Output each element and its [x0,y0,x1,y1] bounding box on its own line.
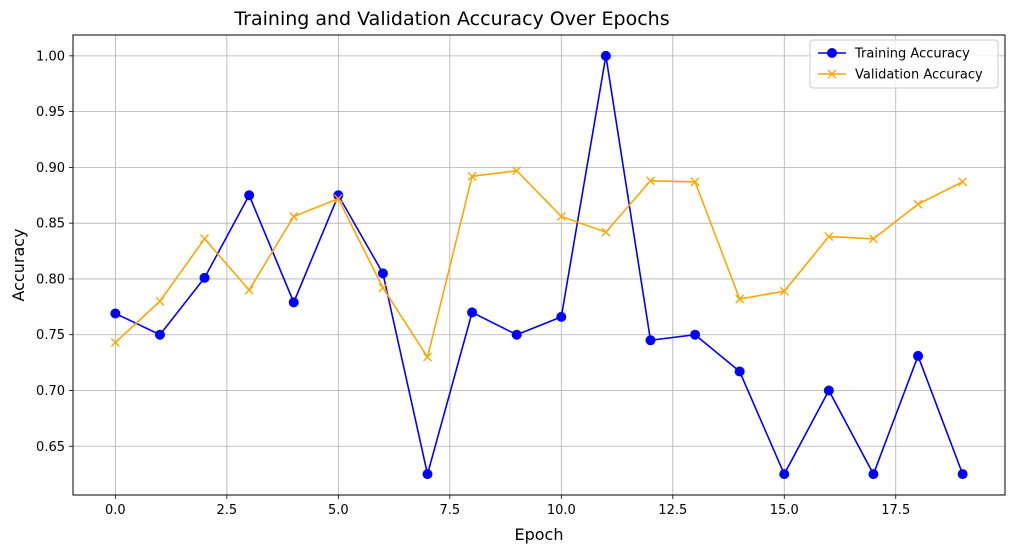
series-line [114,169,963,360]
data-point [779,286,789,296]
y-tick-label: 1.00 [36,49,65,64]
y-axis-ticks: 0.65 0.70 0.75 0.80 0.85 0.90 0.95 1.00 [36,49,73,455]
x-tick-label: 5.0 [328,503,349,518]
legend-marker [827,69,837,79]
data-point [600,50,611,61]
x-axis-ticks: 0.0 2.5 5.0 7.5 10.0 12.5 15.0 17.5 [105,495,910,518]
data-point [423,352,433,362]
data-point [645,335,656,346]
data-point [690,177,700,187]
series-layer [110,50,968,480]
data-point [244,285,254,295]
x-axis-label: Epoch [515,525,564,544]
data-point [512,166,522,176]
data-point [422,469,433,480]
y-tick-label: 0.75 [36,328,65,343]
data-point [467,171,477,181]
data-point [511,329,522,340]
grid [73,35,1005,495]
data-point [824,232,834,242]
data-point [154,329,165,340]
data-point [913,350,924,361]
data-point [467,307,478,318]
y-tick-label: 0.95 [36,105,65,120]
data-point [823,385,834,396]
data-point [734,366,745,377]
data-point [333,194,343,204]
data-point [601,227,611,237]
data-point [913,199,923,209]
data-point [200,234,210,244]
chart-title: Training and Validation Accuracy Over Ep… [233,8,669,30]
series-line [115,55,964,477]
data-point [244,190,255,201]
data-point [110,308,121,319]
plot-frame [72,34,1006,496]
x-tick-label: 10.0 [547,503,576,518]
data-point [958,177,968,187]
x-tick-label: 12.5 [658,503,687,518]
data-point [735,294,745,304]
data-point [868,469,879,480]
data-point [868,234,878,244]
data-point [779,469,790,480]
data-point [645,176,655,186]
x-tick-label: 7.5 [439,503,460,518]
legend-marker [827,48,837,58]
y-tick-label: 0.90 [36,161,65,176]
data-point [199,272,210,283]
data-point [110,338,120,348]
y-axis-label: Accuracy [9,228,28,301]
data-point [690,329,701,340]
y-tick-label: 0.80 [36,272,65,287]
data-point [957,469,968,480]
data-point [377,268,388,279]
x-tick-label: 2.5 [217,503,238,518]
series-validation-accuracy [110,166,968,362]
y-tick-label: 0.70 [36,384,65,399]
legend: Training Accuracy Validation Accuracy [809,39,999,89]
data-point [378,283,388,293]
x-tick-label: 17.5 [881,503,910,518]
y-tick-label: 0.65 [36,440,65,455]
x-tick-label: 15.0 [770,503,799,518]
legend-label: Validation Accuracy [855,68,983,83]
data-point [556,211,566,221]
data-point [556,311,567,322]
data-point [155,296,165,306]
legend-label: Training Accuracy [854,47,970,62]
data-point [289,211,299,221]
series-training-accuracy [110,50,968,480]
y-tick-label: 0.85 [36,217,65,232]
data-point [288,297,299,308]
x-tick-label: 0.0 [105,503,126,518]
legend-box [809,39,999,89]
